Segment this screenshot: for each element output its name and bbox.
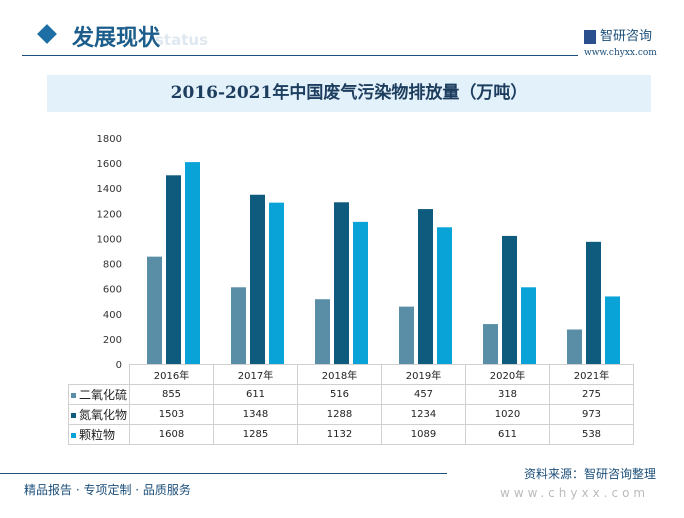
data-label: 318 bbox=[465, 384, 550, 405]
brand-logo-icon bbox=[584, 29, 596, 44]
data-label: 457 bbox=[381, 384, 466, 405]
y-tick-label: 400 bbox=[103, 310, 122, 321]
x-tick-label: 2020年 bbox=[465, 364, 550, 385]
data-label: 538 bbox=[549, 424, 634, 445]
data-table: 2016年 2017年 2018年 2019年 2020年 2021年 二氧化硫 855 611… bbox=[68, 364, 634, 445]
bar bbox=[334, 202, 349, 364]
series-name: 二氧化硫 bbox=[79, 388, 128, 402]
y-tick-label: 1400 bbox=[97, 184, 122, 195]
data-label: 1608 bbox=[129, 424, 214, 445]
x-tick-label: 2018年 bbox=[297, 364, 382, 385]
data-label: 855 bbox=[129, 384, 214, 405]
footer-url: www.chyxx.com bbox=[500, 486, 650, 500]
data-label: 1020 bbox=[465, 404, 550, 425]
bar bbox=[231, 287, 246, 364]
bar bbox=[250, 194, 265, 364]
bar bbox=[567, 329, 582, 364]
data-label: 611 bbox=[465, 424, 550, 445]
data-label: 1503 bbox=[129, 404, 214, 425]
y-tick-label: 1000 bbox=[97, 234, 122, 245]
x-tick-label: 2019年 bbox=[381, 364, 466, 385]
table-row: 颗粒物 1608 1285 1132 1089 611 538 bbox=[68, 424, 634, 445]
source-note: 资料来源：智研咨询整理 bbox=[524, 467, 657, 481]
bar bbox=[437, 227, 452, 364]
y-tick-label: 200 bbox=[103, 335, 122, 346]
series-name: 颗粒物 bbox=[79, 428, 116, 442]
bar bbox=[315, 299, 330, 364]
bar bbox=[605, 296, 620, 364]
footer-slogan: 精品报告 · 专项定制 · 品质服务 bbox=[24, 483, 191, 497]
bar bbox=[483, 324, 498, 364]
bar bbox=[353, 221, 368, 364]
brand-url: www.chyxx.com bbox=[584, 48, 657, 58]
x-tick-label: 2017年 bbox=[213, 364, 298, 385]
data-label: 1132 bbox=[297, 424, 382, 445]
footer-divider bbox=[0, 473, 447, 474]
y-tick-label: 600 bbox=[103, 285, 122, 296]
bar bbox=[185, 162, 200, 364]
brand-name: 智研咨询 bbox=[600, 29, 653, 44]
data-label: 1089 bbox=[381, 424, 466, 445]
section-subtitle: status bbox=[155, 31, 208, 49]
chart-title-box: 2016-2021年中国废气污染物排放量（万吨） bbox=[47, 75, 651, 112]
y-tick-label: 800 bbox=[103, 260, 122, 271]
x-tick-label: 2016年 bbox=[129, 364, 214, 385]
data-label: 1348 bbox=[213, 404, 298, 425]
legend-swatch bbox=[71, 433, 76, 438]
brand: 智研咨询 bbox=[584, 25, 652, 44]
legend-swatch bbox=[71, 393, 76, 398]
table-row: 氮氧化物 1503 1348 1288 1234 1020 973 bbox=[68, 404, 634, 425]
data-label: 1234 bbox=[381, 404, 466, 425]
bar bbox=[586, 241, 601, 364]
bar bbox=[502, 235, 517, 364]
bar bbox=[269, 202, 284, 364]
bar bbox=[166, 175, 181, 364]
data-label: 1288 bbox=[297, 404, 382, 425]
y-tick-label: 1200 bbox=[97, 209, 122, 220]
bar bbox=[521, 287, 536, 364]
table-header-row: 2016年 2017年 2018年 2019年 2020年 2021年 bbox=[68, 364, 634, 385]
data-label: 973 bbox=[549, 404, 634, 425]
bar bbox=[147, 256, 162, 364]
y-tick-label: 1600 bbox=[97, 159, 122, 170]
series-name: 氮氧化物 bbox=[79, 408, 128, 422]
header-divider bbox=[22, 55, 578, 56]
chart-title: 2016-2021年中国废气污染物排放量（万吨） bbox=[170, 83, 528, 103]
bar bbox=[399, 306, 414, 364]
data-label: 1285 bbox=[213, 424, 298, 445]
y-tick-label: 1800 bbox=[97, 134, 122, 145]
data-label: 275 bbox=[549, 384, 634, 405]
table-row: 二氧化硫 855 611 516 457 318 275 bbox=[68, 384, 634, 405]
section-title: 发展现状 bbox=[72, 26, 161, 51]
x-tick-label: 2021年 bbox=[549, 364, 634, 385]
bar bbox=[418, 209, 433, 364]
data-label: 516 bbox=[297, 384, 382, 405]
legend-swatch bbox=[71, 413, 76, 418]
data-label: 611 bbox=[213, 384, 298, 405]
